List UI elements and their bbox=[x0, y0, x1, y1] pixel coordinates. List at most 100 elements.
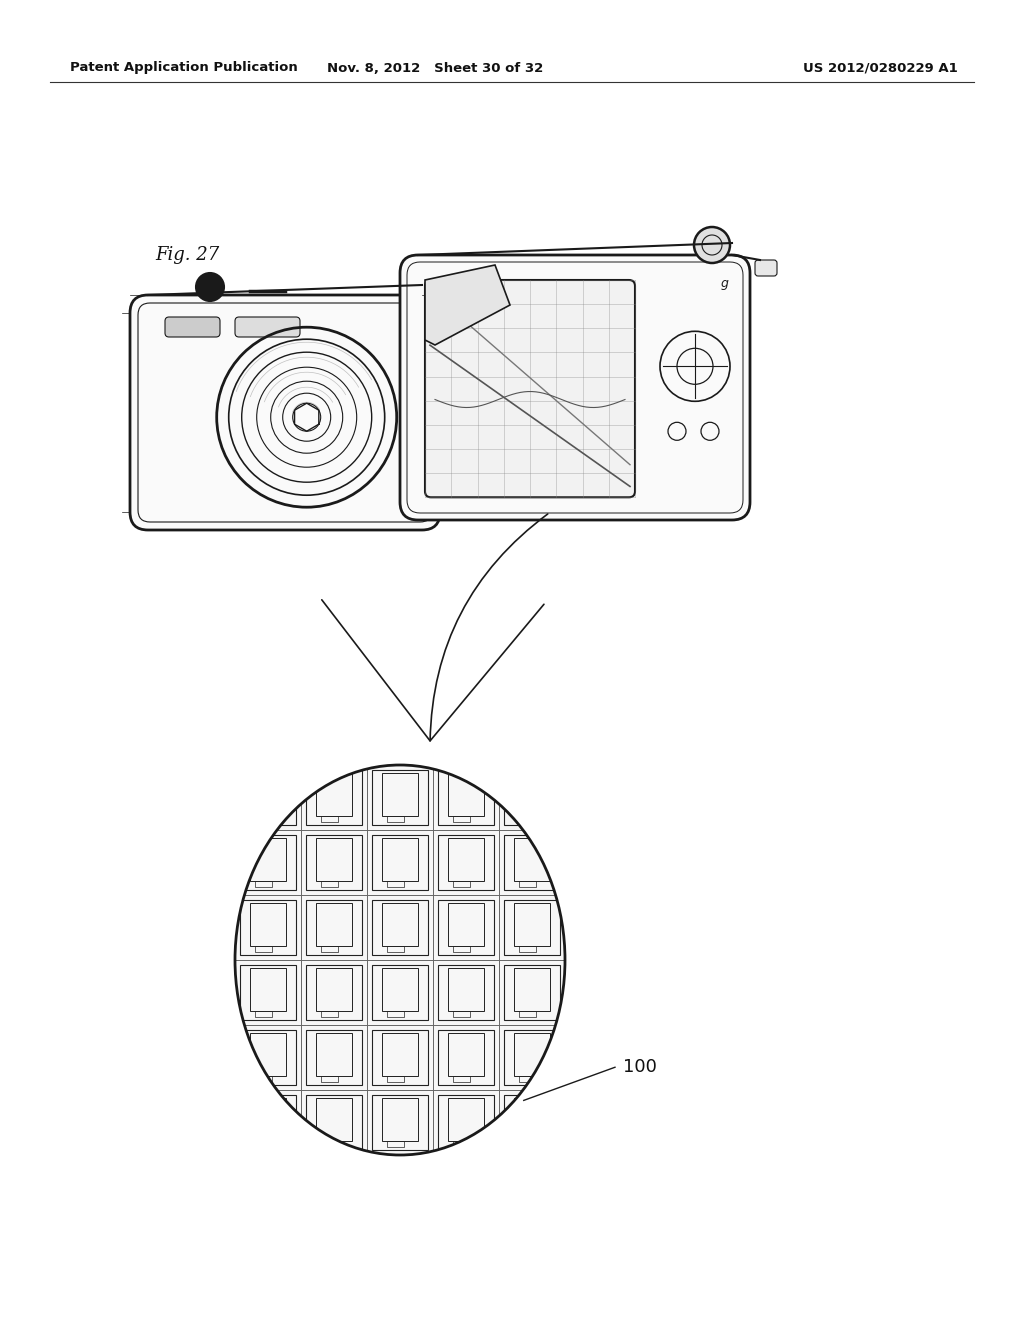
Bar bbox=[322, 1076, 338, 1082]
Bar bbox=[453, 1011, 470, 1018]
Bar bbox=[438, 1096, 494, 1150]
Bar bbox=[438, 771, 494, 825]
Bar bbox=[250, 1098, 287, 1140]
Text: US 2012/0280229 A1: US 2012/0280229 A1 bbox=[803, 62, 957, 74]
Bar bbox=[373, 900, 428, 954]
Bar bbox=[453, 1140, 470, 1147]
FancyBboxPatch shape bbox=[165, 317, 220, 337]
Bar bbox=[382, 968, 419, 1011]
Bar bbox=[387, 1140, 403, 1147]
Bar bbox=[322, 945, 338, 952]
Bar bbox=[322, 1011, 338, 1018]
FancyBboxPatch shape bbox=[234, 317, 300, 337]
Bar bbox=[447, 968, 484, 1011]
Bar bbox=[387, 816, 403, 822]
Bar bbox=[447, 1032, 484, 1076]
Bar bbox=[504, 1096, 560, 1150]
Bar bbox=[255, 816, 271, 822]
Bar bbox=[306, 771, 361, 825]
Bar bbox=[322, 816, 338, 822]
Bar bbox=[387, 880, 403, 887]
Bar bbox=[255, 1140, 271, 1147]
Bar bbox=[250, 903, 287, 945]
Bar bbox=[438, 900, 494, 954]
Bar bbox=[519, 945, 536, 952]
Bar bbox=[250, 838, 287, 880]
Bar bbox=[382, 838, 419, 880]
Bar bbox=[373, 1031, 428, 1085]
Bar bbox=[513, 1032, 551, 1076]
Bar bbox=[519, 1140, 536, 1147]
Bar bbox=[373, 1096, 428, 1150]
FancyBboxPatch shape bbox=[755, 260, 777, 276]
Bar bbox=[504, 965, 560, 1020]
Bar bbox=[315, 838, 352, 880]
Bar bbox=[373, 965, 428, 1020]
Bar bbox=[453, 816, 470, 822]
Bar bbox=[447, 772, 484, 816]
Bar bbox=[315, 772, 352, 816]
Bar bbox=[519, 816, 536, 822]
Bar bbox=[255, 880, 271, 887]
Polygon shape bbox=[425, 265, 510, 345]
Ellipse shape bbox=[234, 766, 565, 1155]
Circle shape bbox=[694, 227, 730, 263]
Bar bbox=[322, 880, 338, 887]
Bar bbox=[382, 1032, 419, 1076]
Bar bbox=[504, 836, 560, 890]
Text: Patent Application Publication: Patent Application Publication bbox=[70, 62, 298, 74]
Bar bbox=[447, 903, 484, 945]
Bar bbox=[315, 1098, 352, 1140]
Bar bbox=[453, 1076, 470, 1082]
FancyBboxPatch shape bbox=[400, 255, 750, 520]
Bar bbox=[504, 771, 560, 825]
Bar bbox=[306, 1096, 361, 1150]
FancyBboxPatch shape bbox=[130, 294, 440, 531]
Bar bbox=[447, 838, 484, 880]
Bar bbox=[241, 836, 296, 890]
Bar bbox=[250, 968, 287, 1011]
Bar bbox=[438, 965, 494, 1020]
Bar bbox=[513, 838, 551, 880]
Bar bbox=[241, 1096, 296, 1150]
Bar bbox=[519, 1011, 536, 1018]
Bar bbox=[306, 836, 361, 890]
Bar bbox=[315, 903, 352, 945]
Bar bbox=[513, 903, 551, 945]
Bar bbox=[322, 1140, 338, 1147]
Bar bbox=[241, 771, 296, 825]
Bar bbox=[387, 1011, 403, 1018]
Text: g: g bbox=[721, 276, 729, 289]
Text: Nov. 8, 2012   Sheet 30 of 32: Nov. 8, 2012 Sheet 30 of 32 bbox=[327, 62, 543, 74]
Bar bbox=[513, 1098, 551, 1140]
Bar bbox=[306, 965, 361, 1020]
FancyBboxPatch shape bbox=[425, 280, 635, 498]
Text: 100: 100 bbox=[623, 1059, 656, 1076]
Bar bbox=[250, 1032, 287, 1076]
Bar bbox=[241, 965, 296, 1020]
Bar bbox=[373, 836, 428, 890]
Bar bbox=[453, 945, 470, 952]
Bar bbox=[306, 1031, 361, 1085]
Bar bbox=[382, 1098, 419, 1140]
Bar bbox=[382, 903, 419, 945]
Bar bbox=[315, 1032, 352, 1076]
Bar bbox=[387, 945, 403, 952]
Bar bbox=[382, 772, 419, 816]
Bar bbox=[453, 880, 470, 887]
Bar bbox=[306, 900, 361, 954]
Bar bbox=[255, 945, 271, 952]
Bar bbox=[504, 900, 560, 954]
Bar bbox=[519, 1076, 536, 1082]
Bar bbox=[373, 771, 428, 825]
Bar bbox=[513, 968, 551, 1011]
Bar bbox=[519, 880, 536, 887]
Bar bbox=[255, 1076, 271, 1082]
Bar bbox=[315, 968, 352, 1011]
Bar bbox=[250, 772, 287, 816]
Bar bbox=[241, 900, 296, 954]
Bar bbox=[513, 772, 551, 816]
Bar bbox=[241, 1031, 296, 1085]
Bar bbox=[438, 1031, 494, 1085]
Bar bbox=[447, 1098, 484, 1140]
